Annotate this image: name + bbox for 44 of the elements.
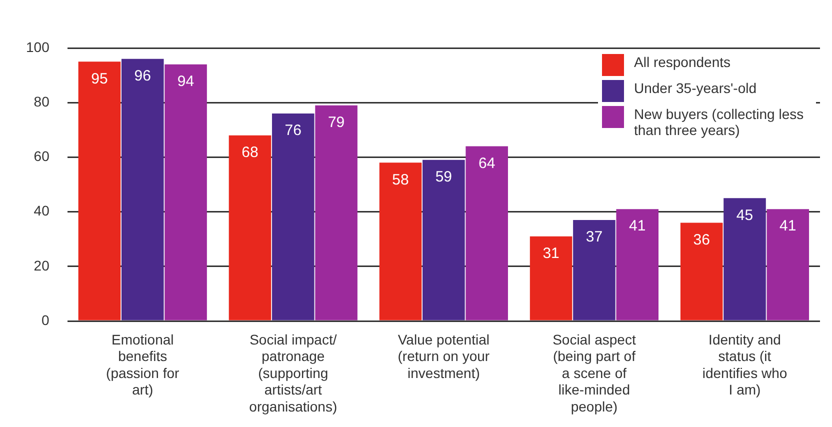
y-tick-label: 80 (34, 93, 50, 110)
data-label: 76 (284, 122, 302, 140)
data-label: 41 (629, 218, 646, 235)
x-tick-label: Social aspect (being part of a scene of like-minded people) (552, 331, 636, 414)
bar (164, 64, 207, 320)
x-tick-label: Value potential (return on your investment) (398, 331, 490, 381)
y-tick-label: 20 (34, 257, 50, 274)
data-label: 59 (435, 168, 452, 186)
data-label: 31 (542, 245, 560, 262)
y-tick-label: 60 (34, 148, 50, 164)
data-label: 36 (693, 231, 710, 248)
bar (78, 62, 121, 320)
data-label: 94 (177, 73, 194, 90)
data-label: 79 (328, 114, 345, 131)
data-label: 58 (392, 171, 409, 188)
y-tick-label: 0 (42, 312, 50, 328)
y-tick-label: 100 (26, 38, 50, 55)
bar (724, 198, 766, 320)
bar (466, 146, 508, 320)
x-tick-label: Identity and status (it identifies who I am) (702, 331, 788, 398)
x-tick-label: Emotional benefits (passion for art) (106, 331, 180, 398)
legend-label: All respondents (634, 54, 731, 70)
bar (315, 105, 358, 320)
bar (530, 236, 572, 320)
legend-label: New buyers (collecting less than three years) (634, 106, 805, 138)
bar (228, 135, 272, 320)
data-label: 68 (242, 144, 258, 161)
data-label: 41 (780, 218, 796, 235)
bar (680, 222, 723, 320)
data-label: 37 (586, 228, 603, 246)
data-label: 95 (91, 70, 108, 88)
legend-label: Under 35-years'-old (634, 80, 757, 96)
data-label: 64 (478, 154, 496, 172)
bar (573, 220, 616, 320)
y-tick-label: 40 (34, 202, 50, 219)
bar (616, 209, 659, 320)
bar (379, 162, 422, 320)
bar (766, 209, 810, 320)
x-tick-label: Social impact/ patronage (supporting artists/art organisations) (249, 331, 338, 414)
data-label: 96 (134, 68, 151, 85)
bar (272, 114, 314, 320)
data-label: 45 (736, 206, 754, 224)
bar (121, 58, 164, 320)
bar (422, 160, 465, 320)
